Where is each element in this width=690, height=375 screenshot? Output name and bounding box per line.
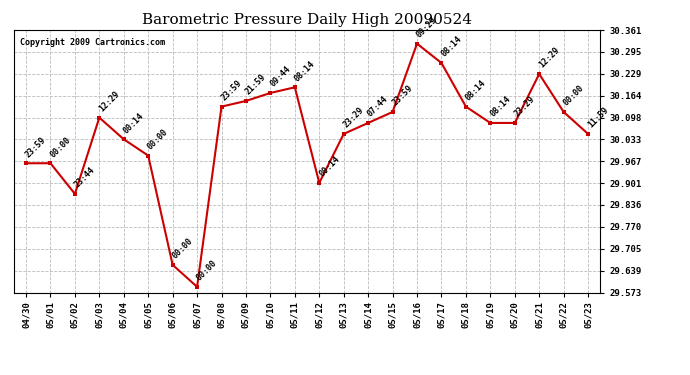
Text: 00:00: 00:00	[562, 84, 586, 108]
Text: 23:44: 23:44	[72, 166, 97, 190]
Title: Barometric Pressure Daily High 20090524: Barometric Pressure Daily High 20090524	[142, 13, 472, 27]
Text: 00:14: 00:14	[317, 155, 341, 179]
Text: 07:44: 07:44	[366, 95, 390, 119]
Text: 08:14: 08:14	[293, 59, 317, 83]
Text: 00:00: 00:00	[146, 128, 170, 152]
Text: 00:00: 00:00	[195, 259, 219, 283]
Text: 11:59: 11:59	[586, 106, 610, 130]
Text: 00:00: 00:00	[48, 135, 72, 159]
Text: Copyright 2009 Cartronics.com: Copyright 2009 Cartronics.com	[19, 38, 165, 47]
Text: 08:14: 08:14	[488, 95, 512, 119]
Text: 08:14: 08:14	[464, 78, 488, 102]
Text: 21:59: 21:59	[244, 73, 268, 97]
Text: 23:59: 23:59	[219, 78, 244, 102]
Text: 09:29: 09:29	[415, 15, 439, 39]
Text: 23:59: 23:59	[391, 84, 415, 108]
Text: 09:44: 09:44	[268, 65, 293, 89]
Text: 12:29: 12:29	[537, 46, 561, 70]
Text: 00:00: 00:00	[170, 237, 195, 261]
Text: 23:59: 23:59	[24, 135, 48, 159]
Text: 08:14: 08:14	[440, 35, 463, 59]
Text: 12:29: 12:29	[97, 89, 121, 114]
Text: 00:14: 00:14	[121, 111, 146, 135]
Text: 23:29: 23:29	[342, 106, 366, 130]
Text: 23:29: 23:29	[513, 95, 537, 119]
